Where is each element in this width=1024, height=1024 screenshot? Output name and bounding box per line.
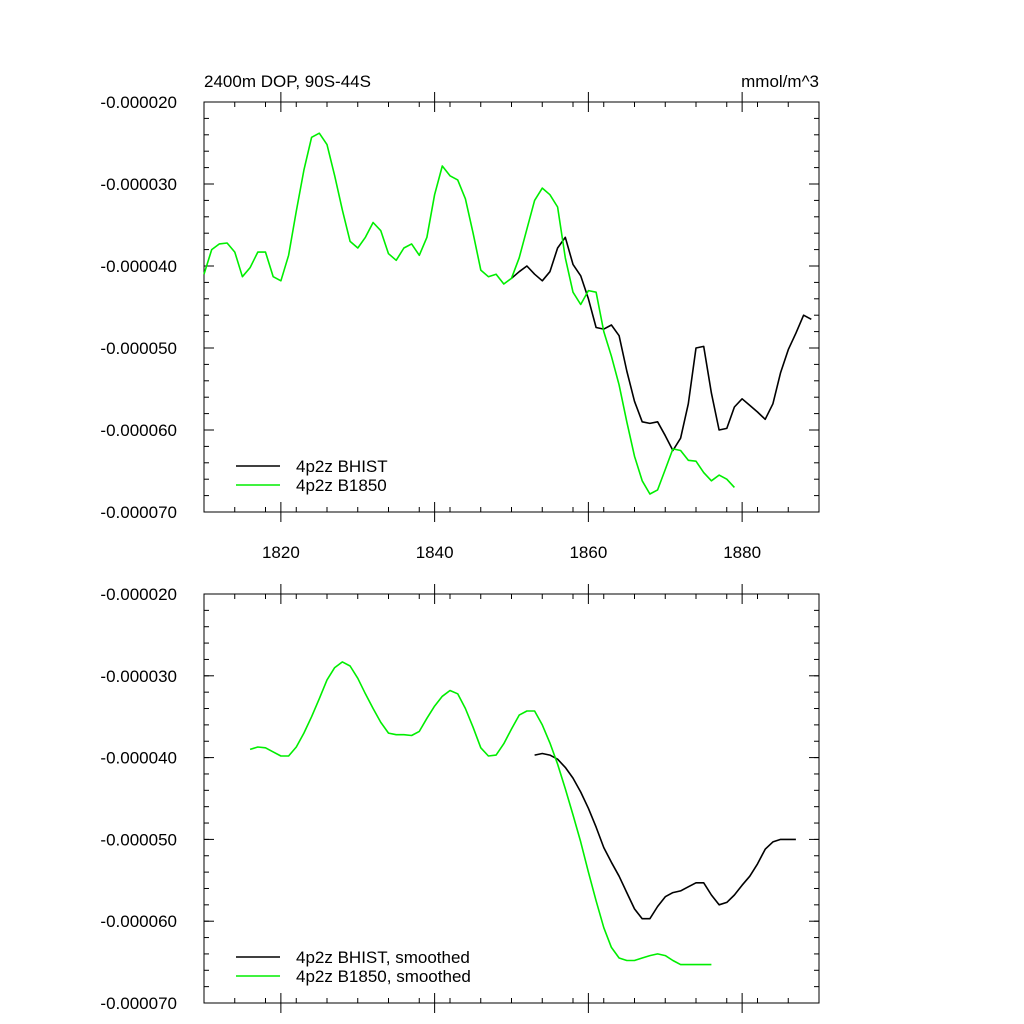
y-tick-label: -0.000030 bbox=[100, 175, 177, 194]
legend-label: 4p2z BHIST bbox=[296, 457, 388, 476]
series-line-1 bbox=[510, 236, 812, 452]
units-label: mmol/m^3 bbox=[741, 72, 819, 91]
x-tick-label: 1840 bbox=[416, 543, 454, 562]
y-tick-label: -0.000040 bbox=[100, 257, 177, 276]
y-tick-label: -0.000040 bbox=[100, 749, 177, 768]
series-line-1 bbox=[534, 752, 796, 920]
y-tick-label: -0.000070 bbox=[100, 503, 177, 522]
y-tick-label: -0.000020 bbox=[100, 585, 177, 604]
y-tick-label: -0.000070 bbox=[100, 994, 177, 1013]
y-tick-label: -0.000020 bbox=[100, 93, 177, 112]
legend-label: 4p2z B1850 bbox=[296, 476, 387, 495]
chart-panel-2: -0.000020 -0.000030 -0.000040 -0.000050 -0.0… bbox=[100, 584, 820, 1013]
legend-label: 4p2z BHIST, smoothed bbox=[296, 948, 470, 967]
y-tick-label: -0.000060 bbox=[100, 912, 177, 931]
chart-title: 2400m DOP, 90S-44S bbox=[204, 72, 371, 91]
legend-label: 4p2z B1850, smoothed bbox=[296, 967, 471, 986]
plot-frame bbox=[203, 593, 820, 1004]
chart-panel-1: 1820 1840 1860 1880 -0.000020 -0.000030 -0.000… bbox=[100, 72, 820, 562]
x-tick-label: 1820 bbox=[262, 543, 300, 562]
y-tick-label: -0.000060 bbox=[100, 421, 177, 440]
series-line-2 bbox=[249, 661, 712, 966]
y-tick-label: -0.000050 bbox=[100, 830, 177, 849]
y-tick-label: -0.000030 bbox=[100, 667, 177, 686]
x-tick-label: 1880 bbox=[723, 543, 761, 562]
series-line-2 bbox=[203, 132, 735, 495]
y-tick-label: -0.000050 bbox=[100, 339, 177, 358]
x-tick-label: 1860 bbox=[569, 543, 607, 562]
plot-frame bbox=[203, 101, 820, 513]
